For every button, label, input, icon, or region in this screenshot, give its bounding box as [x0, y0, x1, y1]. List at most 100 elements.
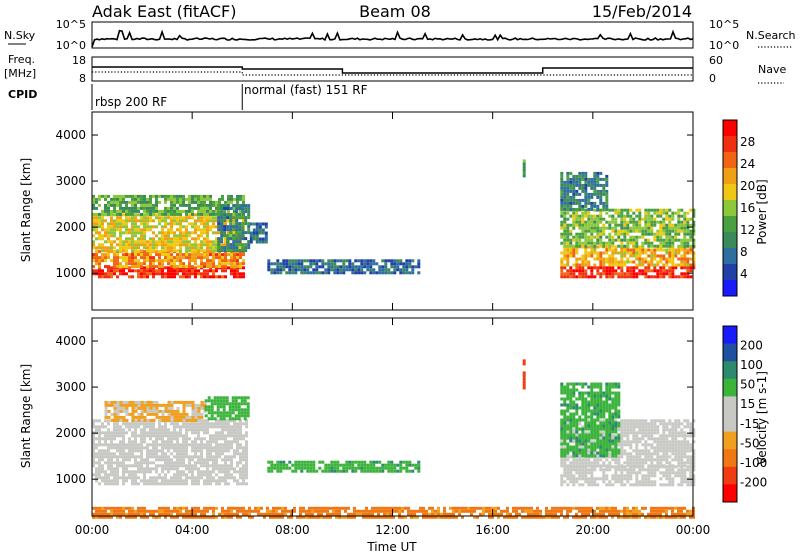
- velocity-cell: [383, 506, 386, 510]
- power-cell: [101, 234, 104, 238]
- power-cell: [659, 248, 663, 252]
- power-cell: [566, 254, 570, 258]
- power-cell: [122, 253, 125, 257]
- power-cell: [587, 263, 591, 267]
- velocity-cell: [116, 467, 119, 471]
- power-cell: [632, 241, 636, 245]
- velocity-cell: [140, 412, 144, 416]
- power-cell: [197, 197, 200, 201]
- velocity-cell: [689, 468, 693, 472]
- power-cell: [104, 231, 107, 235]
- power-cell: [686, 269, 690, 273]
- power-cell: [632, 244, 636, 248]
- velocity-cell: [149, 476, 152, 480]
- power-cell: [581, 220, 585, 224]
- power-cell: [689, 244, 693, 248]
- power-cell: [581, 266, 585, 270]
- velocity-cell: [128, 425, 131, 429]
- velocity-cell: [95, 509, 98, 513]
- power-cell: [369, 265, 373, 269]
- velocity-cell: [237, 402, 241, 406]
- power-cell: [605, 251, 609, 255]
- velocity-cell: [155, 403, 159, 407]
- velocity-cell: [662, 471, 666, 475]
- velocity-cell: [281, 515, 284, 519]
- power-cell: [170, 259, 173, 263]
- velocity-cell: [95, 461, 98, 465]
- power-cell: [608, 272, 612, 276]
- velocity-cell: [188, 461, 191, 465]
- velocity-cell: [617, 477, 621, 481]
- power-cell: [110, 225, 113, 229]
- velocity-cell: [293, 509, 296, 513]
- power-cell: [137, 194, 140, 198]
- power-cell: [238, 222, 242, 226]
- power-cell: [566, 235, 570, 239]
- power-cell: [285, 259, 289, 263]
- power-cell: [188, 231, 191, 235]
- power-cell: [563, 232, 567, 236]
- power-cell: [226, 213, 230, 217]
- velocity-cell: [563, 471, 567, 475]
- power-cell: [230, 194, 233, 198]
- power-cell: [122, 231, 125, 235]
- power-cell: [593, 180, 597, 184]
- power-cell: [635, 223, 639, 227]
- velocity-cell: [131, 400, 135, 404]
- power-cell: [200, 249, 203, 253]
- velocity-cell: [608, 483, 612, 487]
- power-cell: [206, 272, 209, 276]
- power-cell: [220, 234, 224, 238]
- velocity-cell: [149, 470, 152, 474]
- power-cell: [560, 186, 564, 190]
- velocity-cell: [227, 431, 230, 435]
- velocity-cell: [152, 406, 156, 410]
- velocity-cell: [140, 409, 144, 413]
- velocity-cell: [233, 479, 236, 483]
- velocity-cell: [689, 515, 692, 519]
- power-cell: [575, 177, 579, 181]
- velocity-cell: [206, 452, 209, 456]
- power-cell: [152, 240, 155, 244]
- velocity-cell: [104, 515, 107, 519]
- power-cell: [206, 206, 209, 210]
- velocity-cell: [635, 477, 639, 481]
- velocity-cell: [417, 469, 421, 473]
- power-cell: [375, 271, 379, 275]
- velocity-cell: [119, 431, 122, 435]
- velocity-cell: [185, 412, 189, 416]
- velocity-cell: [233, 437, 236, 441]
- power-cell: [333, 268, 337, 272]
- power-cell: [233, 197, 236, 201]
- velocity-cell: [638, 509, 641, 513]
- freq-tick-low: 8: [79, 72, 86, 85]
- velocity-cell: [680, 483, 684, 487]
- power-cell: [101, 259, 104, 263]
- power-cell: [217, 249, 221, 253]
- velocity-cell: [167, 437, 170, 441]
- power-cell: [229, 243, 233, 247]
- velocity-cell: [656, 515, 659, 519]
- power-cell: [596, 192, 600, 196]
- power-cell: [665, 226, 669, 230]
- velocity-cell: [119, 428, 122, 432]
- power-cell: [242, 266, 245, 270]
- power-cell: [241, 234, 245, 238]
- velocity-cell: [170, 461, 173, 465]
- power-cell: [608, 244, 612, 248]
- power-cell: [143, 231, 146, 235]
- velocity-cell: [209, 455, 212, 459]
- y-tick-label: 4000: [55, 128, 86, 142]
- power-cell: [217, 207, 221, 211]
- power-cell: [182, 197, 185, 201]
- power-cell: [247, 246, 251, 250]
- power-cell: [227, 253, 230, 257]
- velocity-cell: [173, 400, 177, 404]
- velocity-cell: [95, 512, 98, 516]
- power-cell: [522, 159, 526, 163]
- velocity-cell: [98, 467, 101, 471]
- power-cell: [161, 243, 164, 247]
- velocity-cell: [125, 412, 129, 416]
- power-cell: [369, 271, 373, 275]
- velocity-cell: [279, 460, 283, 464]
